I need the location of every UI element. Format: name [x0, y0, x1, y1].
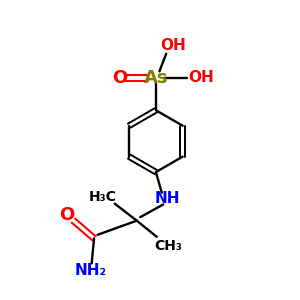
Text: OH: OH: [160, 38, 185, 53]
Text: As: As: [144, 69, 168, 87]
Text: NH₂: NH₂: [75, 263, 107, 278]
Text: CH₃: CH₃: [154, 239, 182, 253]
Text: NH: NH: [155, 191, 180, 206]
Text: O: O: [112, 69, 128, 87]
Text: O: O: [59, 206, 75, 224]
Text: OH: OH: [188, 70, 214, 86]
Text: H₃C: H₃C: [89, 190, 117, 204]
